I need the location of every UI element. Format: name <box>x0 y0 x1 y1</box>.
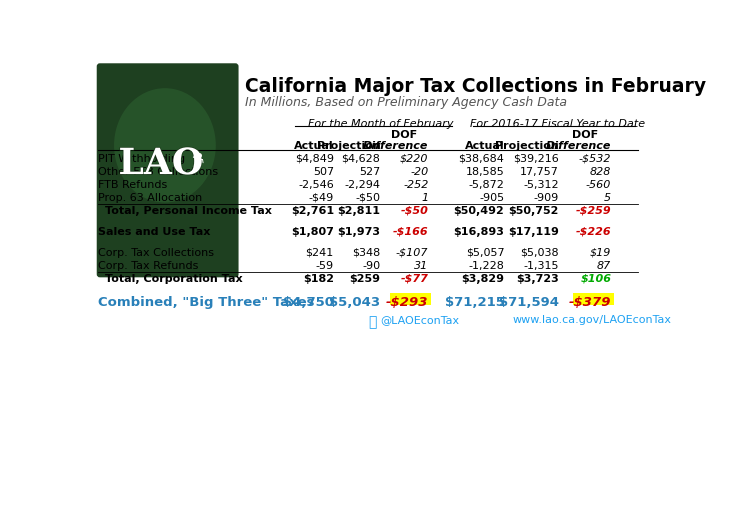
Text: DOF: DOF <box>391 130 417 140</box>
Text: California Major Tax Collections in February: California Major Tax Collections in Febr… <box>245 76 706 95</box>
Text: Actual: Actual <box>294 140 334 150</box>
Text: Actual: Actual <box>464 140 504 150</box>
Text: $3,829: $3,829 <box>461 273 504 283</box>
Text: $5,043: $5,043 <box>330 295 380 308</box>
Text: Other FTB Collections: Other FTB Collections <box>97 166 218 176</box>
Text: ⚗: ⚗ <box>191 152 204 165</box>
Text: -90: -90 <box>363 260 380 270</box>
Text: In Millions, Based on Preliminary Agency Cash Data: In Millions, Based on Preliminary Agency… <box>245 96 567 108</box>
Text: Combined, "Big Three" Taxes: Combined, "Big Three" Taxes <box>97 295 314 308</box>
Text: -$77: -$77 <box>401 273 428 283</box>
Text: $259: $259 <box>349 273 380 283</box>
Text: FTB Refunds: FTB Refunds <box>97 180 167 189</box>
Text: Sales and Use Tax: Sales and Use Tax <box>97 227 210 236</box>
Text: $4,750: $4,750 <box>283 295 334 308</box>
Text: -905: -905 <box>479 192 504 203</box>
Text: -$166: -$166 <box>392 227 428 236</box>
Text: 527: 527 <box>359 166 380 176</box>
Text: Projection: Projection <box>495 140 559 150</box>
Ellipse shape <box>114 89 216 203</box>
Text: -59: -59 <box>316 260 334 270</box>
Text: 17,757: 17,757 <box>520 166 559 176</box>
Text: -5,312: -5,312 <box>523 180 559 189</box>
Text: -252: -252 <box>403 180 428 189</box>
Text: $50,492: $50,492 <box>454 206 504 215</box>
Text: -$379: -$379 <box>568 295 611 308</box>
Text: $19: $19 <box>590 247 611 257</box>
Text: -2,294: -2,294 <box>345 180 380 189</box>
Text: 507: 507 <box>313 166 334 176</box>
Text: 828: 828 <box>590 166 611 176</box>
Text: Corp. Tax Refunds: Corp. Tax Refunds <box>97 260 198 270</box>
Text: Corp. Tax Collections: Corp. Tax Collections <box>97 247 213 257</box>
Text: $4,849: $4,849 <box>295 153 334 163</box>
Text: $106: $106 <box>580 273 611 283</box>
Text: $2,811: $2,811 <box>337 206 380 215</box>
Text: -560: -560 <box>586 180 611 189</box>
Text: $241: $241 <box>306 247 334 257</box>
Text: $2,761: $2,761 <box>291 206 334 215</box>
Text: 🐦: 🐦 <box>368 315 377 329</box>
Text: $17,119: $17,119 <box>508 227 559 236</box>
Text: -1,228: -1,228 <box>469 260 504 270</box>
Text: $50,752: $50,752 <box>509 206 559 215</box>
Text: @LAOEconTax: @LAOEconTax <box>380 315 459 325</box>
Text: -2,546: -2,546 <box>298 180 334 189</box>
Text: PIT Withholding: PIT Withholding <box>97 153 184 163</box>
Text: $71,594: $71,594 <box>499 295 559 308</box>
Text: Difference: Difference <box>363 140 428 150</box>
Text: 1: 1 <box>421 192 428 203</box>
Text: $5,057: $5,057 <box>466 247 504 257</box>
Text: Total, Corporation Tax: Total, Corporation Tax <box>106 273 243 283</box>
Text: 31: 31 <box>414 260 428 270</box>
Text: $220: $220 <box>400 153 428 163</box>
Text: -1,315: -1,315 <box>523 260 559 270</box>
Text: $5,038: $5,038 <box>520 247 559 257</box>
Text: $4,628: $4,628 <box>342 153 380 163</box>
Text: $182: $182 <box>303 273 334 283</box>
Text: Prop. 63 Allocation: Prop. 63 Allocation <box>97 192 201 203</box>
Text: Difference: Difference <box>546 140 611 150</box>
Text: www.lao.ca.gov/LAOEconTax: www.lao.ca.gov/LAOEconTax <box>512 315 671 325</box>
Bar <box>390 293 431 305</box>
Text: -$259: -$259 <box>576 206 611 215</box>
Text: $3,723: $3,723 <box>516 273 559 283</box>
Text: LAO: LAO <box>118 148 203 182</box>
FancyBboxPatch shape <box>97 64 238 278</box>
Text: 5: 5 <box>604 192 611 203</box>
Text: For 2016-17 Fiscal Year to Date: For 2016-17 Fiscal Year to Date <box>470 119 646 129</box>
Bar <box>573 293 613 305</box>
Text: -$293: -$293 <box>386 295 428 308</box>
Text: $16,893: $16,893 <box>453 227 504 236</box>
Text: -20: -20 <box>410 166 428 176</box>
Text: $71,215: $71,215 <box>444 295 504 308</box>
Text: $1,807: $1,807 <box>291 227 334 236</box>
Text: DOF: DOF <box>572 130 598 140</box>
Text: $1,973: $1,973 <box>337 227 380 236</box>
Text: $348: $348 <box>352 247 380 257</box>
Text: 18,585: 18,585 <box>466 166 504 176</box>
Text: -5,872: -5,872 <box>469 180 504 189</box>
Text: For the Month of February: For the Month of February <box>309 119 454 129</box>
Text: -$50: -$50 <box>355 192 380 203</box>
Text: -$107: -$107 <box>396 247 428 257</box>
Text: -$532: -$532 <box>579 153 611 163</box>
Text: -$50: -$50 <box>401 206 428 215</box>
Text: 87: 87 <box>597 260 611 270</box>
Text: Total, Personal Income Tax: Total, Personal Income Tax <box>106 206 272 215</box>
Text: $39,216: $39,216 <box>513 153 559 163</box>
Text: $38,684: $38,684 <box>458 153 504 163</box>
Text: -$226: -$226 <box>576 227 611 236</box>
Text: -$49: -$49 <box>309 192 334 203</box>
Text: -909: -909 <box>533 192 559 203</box>
Text: Projection: Projection <box>317 140 380 150</box>
